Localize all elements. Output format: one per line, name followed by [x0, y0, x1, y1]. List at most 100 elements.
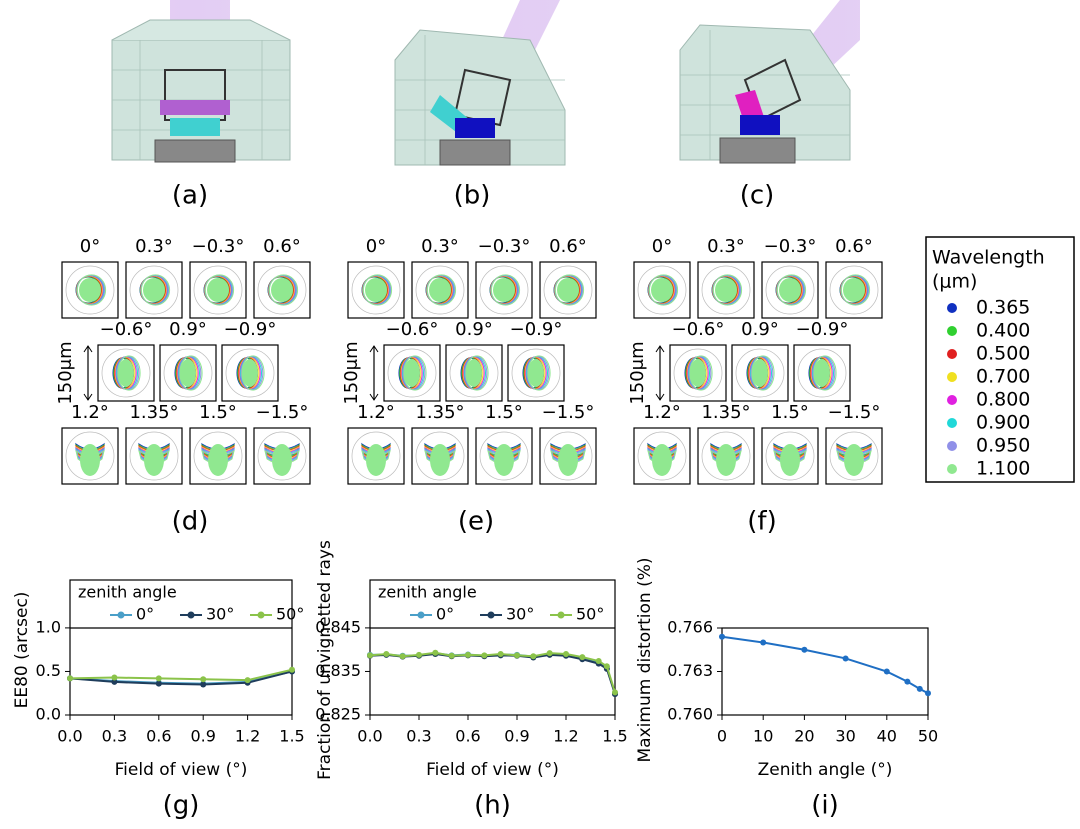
- data-point: [155, 680, 162, 687]
- spot-core: [652, 444, 672, 476]
- spot-core: [207, 278, 229, 302]
- data-point: [200, 676, 207, 683]
- x-tick-label: 10: [753, 727, 773, 746]
- spot-outline: [689, 355, 713, 391]
- panel-label: (e): [458, 507, 494, 537]
- spot-outline: [241, 355, 265, 391]
- field-label: 1.2°: [71, 402, 109, 423]
- series-line: [69, 668, 293, 682]
- legend-label: 0°: [136, 605, 154, 624]
- field-label: 0.6°: [263, 236, 301, 257]
- spot-core: [143, 278, 165, 302]
- x-tick-label: 1.2: [553, 727, 578, 746]
- x-tick-label: 50: [918, 727, 938, 746]
- data-point: [925, 690, 931, 697]
- data-point: [719, 633, 725, 640]
- x-tick-label: 0.9: [190, 727, 215, 746]
- x-tick-label: 1.5: [279, 727, 304, 746]
- spot-diagram-group: 0° 0.3° −0.3° 0.6° −0.6° 0.9° −0.9° 1.2° 1.35° 1.…: [55, 236, 311, 537]
- panel-label: (b): [454, 181, 491, 211]
- spot-outline: [117, 355, 141, 391]
- legend-label: 30°: [206, 605, 234, 624]
- scale-label: 150μm: [341, 341, 362, 404]
- y-tick-label: 0.5: [36, 661, 61, 680]
- spot-core: [844, 444, 864, 476]
- legend-label: 50°: [576, 605, 604, 624]
- field-label: 1.35°: [701, 402, 750, 423]
- legend-title: zenith angle: [78, 583, 177, 602]
- legend-label: 0°: [436, 605, 454, 624]
- y-axis-label: Fraction of unvignetted rays: [315, 540, 335, 780]
- x-axis-label: Field of view (°): [426, 760, 559, 780]
- spot-outline: [140, 274, 171, 306]
- spot-core: [814, 359, 830, 387]
- airy-circle: [765, 265, 815, 315]
- spot-core: [404, 359, 420, 387]
- plot-frame: [69, 579, 293, 716]
- spot-core: [79, 278, 101, 302]
- data-point: [416, 651, 422, 658]
- wavelength-legend: Wavelength(μm)0.3650.4000.5000.7000.8000…: [925, 236, 1075, 483]
- data-point: [465, 651, 471, 658]
- airy-circle: [637, 265, 687, 315]
- x-tick-label: 0.0: [357, 727, 382, 746]
- y-tick-label: 0.0: [36, 705, 61, 724]
- field-label: 1.5°: [771, 402, 809, 423]
- legend-marker: [487, 611, 495, 619]
- y-tick-label: 0.845: [315, 617, 361, 636]
- data-point: [563, 651, 569, 658]
- legend-title: Wavelength: [932, 247, 1045, 269]
- line-chart: 0.0 0.3 0.6 0.9 1.2 1.5 0.825 0.835 0.845 zenith …: [315, 540, 628, 821]
- legend-label: 0.950: [976, 435, 1030, 457]
- y-tick-label: 0.760: [667, 705, 713, 724]
- field-label: −0.6°: [672, 319, 725, 340]
- series-line: [69, 670, 293, 686]
- field-label: −1.5°: [828, 402, 881, 423]
- data-point: [916, 685, 923, 692]
- y-tick-label: 0.835: [315, 661, 361, 680]
- legend-label: 0.900: [976, 412, 1030, 434]
- spot-outline: [204, 274, 235, 306]
- airy-circle: [543, 431, 593, 481]
- spot-core: [80, 444, 100, 476]
- legend-label: 1.100: [976, 458, 1030, 480]
- legend-swatch: [947, 418, 957, 428]
- line-chart: 0.0 0.3 0.6 0.9 1.2 1.5 0.0 0.5 1.0 zenith angle 0…: [12, 579, 305, 821]
- data-point: [842, 655, 849, 662]
- spot-core: [843, 278, 865, 302]
- airy-circle: [129, 265, 179, 315]
- legend-swatch: [947, 395, 957, 405]
- data-point: [244, 677, 251, 684]
- airy-circle: [415, 265, 465, 315]
- legend-marker: [187, 611, 195, 619]
- spot-core: [690, 359, 706, 387]
- airy-circle: [257, 265, 307, 315]
- x-tick-label: 1.5: [602, 727, 627, 746]
- telescope-render-a: [111, 0, 291, 163]
- legend-label: 30°: [506, 605, 534, 624]
- airy-circle: [735, 348, 785, 398]
- legend-label: 50°: [276, 605, 304, 624]
- field-label: −0.3°: [764, 236, 817, 257]
- legend-marker: [417, 611, 425, 619]
- data-point: [530, 653, 537, 660]
- data-point: [289, 666, 295, 673]
- spot-outline: [268, 274, 299, 306]
- spot-core: [271, 278, 293, 302]
- field-label: 0.3°: [421, 236, 459, 257]
- plot-frame: [369, 579, 616, 716]
- airy-circle: [257, 431, 307, 481]
- spot-core: [715, 278, 737, 302]
- spot-box: [825, 261, 883, 319]
- spot-core: [366, 444, 386, 476]
- series-line: [721, 635, 929, 695]
- x-tick-label: 40: [877, 727, 897, 746]
- airy-circle: [701, 265, 751, 315]
- telescope-render-b: [394, 0, 566, 166]
- spot-core: [118, 359, 134, 387]
- scale-arrows: [655, 345, 665, 401]
- data-point: [383, 651, 390, 658]
- legend-swatch: [947, 464, 957, 474]
